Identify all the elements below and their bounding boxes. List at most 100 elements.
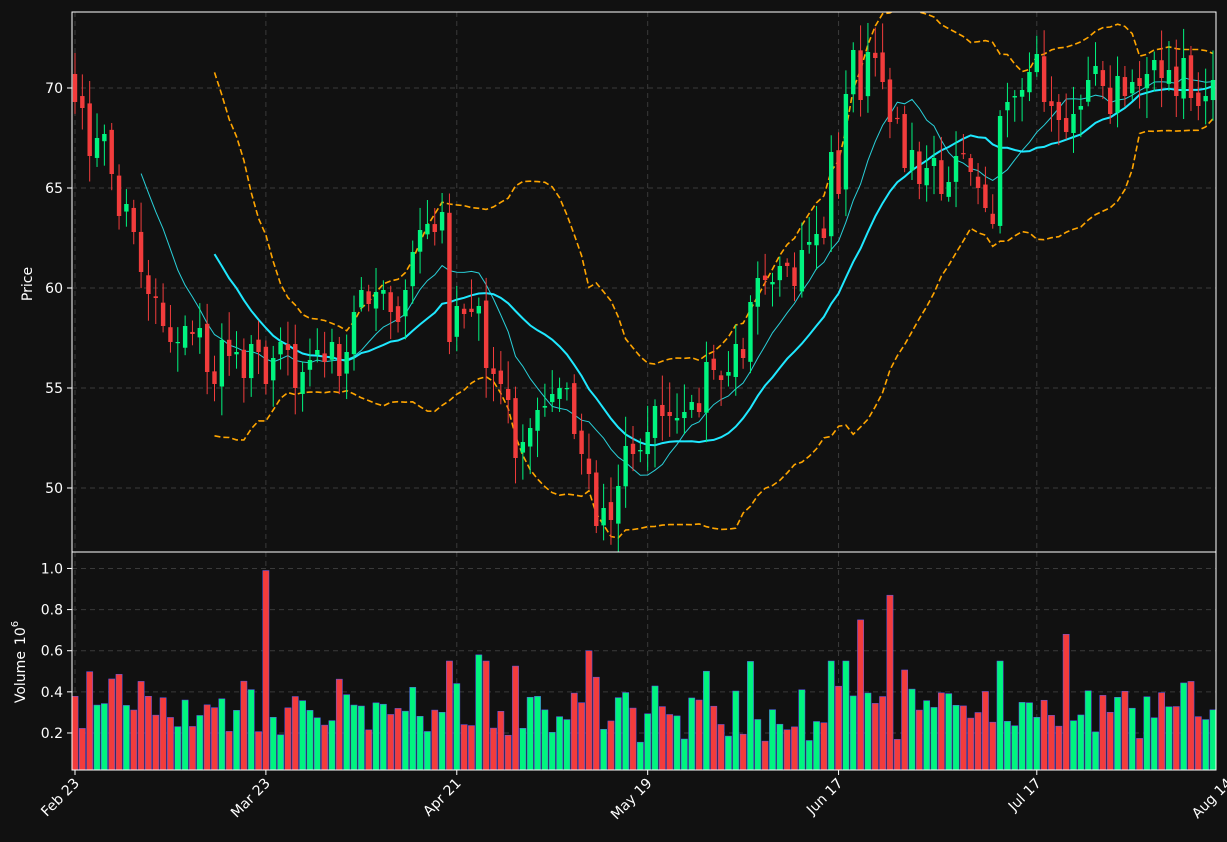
- volume-bar: [600, 728, 607, 771]
- volume-bar: [732, 690, 740, 771]
- candle-body: [1063, 118, 1069, 132]
- candle-body: [755, 278, 761, 307]
- volume-y-axis: 0.2 0.4 0.6 0.8 1.0: [41, 561, 72, 742]
- candle-body: [527, 428, 533, 447]
- candle-body: [87, 103, 92, 156]
- candle-body: [234, 352, 239, 355]
- price-series: [72, 12, 1216, 552]
- volume-bar: [725, 735, 732, 771]
- volume-bar: [614, 697, 622, 771]
- volume-bar: [578, 702, 585, 771]
- candle-body: [300, 372, 305, 394]
- candle-body: [924, 168, 929, 186]
- volume-bar: [145, 695, 152, 771]
- candle-body: [895, 117, 900, 120]
- volume-bar: [1209, 709, 1217, 771]
- volume-bar: [167, 717, 174, 771]
- volume-bar: [137, 681, 145, 771]
- volume-bar: [908, 688, 916, 771]
- candle-body: [72, 74, 78, 102]
- volume-bar: [416, 716, 424, 771]
- volume-bar: [1077, 714, 1085, 771]
- volume-bar: [225, 731, 233, 771]
- candle-body: [454, 306, 459, 337]
- candle-body: [917, 151, 922, 184]
- volume-bar: [548, 732, 556, 771]
- candle-body: [315, 350, 320, 355]
- candle-body: [1174, 66, 1179, 96]
- volume-bar: [688, 697, 696, 771]
- candle-body: [344, 352, 349, 374]
- volume-bar: [247, 689, 255, 771]
- candle-body: [1188, 55, 1194, 98]
- candle-body: [249, 344, 254, 379]
- volume-bar: [681, 738, 688, 771]
- volume-bar: [468, 725, 475, 771]
- volume-bar: [937, 692, 945, 771]
- volume-bar: [1026, 702, 1033, 771]
- candle-body: [535, 410, 540, 431]
- candle-body: [939, 160, 944, 194]
- volume-bar: [1070, 720, 1077, 771]
- volume-bar: [174, 726, 182, 771]
- candle-body: [740, 349, 746, 358]
- volume-bar: [673, 715, 681, 771]
- volume-bar: [1084, 690, 1092, 771]
- volume-bar: [387, 714, 395, 771]
- candle-body: [557, 388, 562, 399]
- candle-body: [1049, 101, 1054, 106]
- volume-bar: [123, 705, 130, 771]
- candle-body: [359, 290, 364, 308]
- candle-body: [351, 312, 357, 355]
- candle-body: [483, 300, 489, 368]
- volume-bar: [893, 739, 901, 771]
- volume-bar: [901, 669, 909, 771]
- candle-body: [505, 388, 511, 400]
- candle-body: [1196, 92, 1201, 106]
- candle-body: [263, 346, 269, 384]
- volume-bar: [196, 715, 204, 771]
- candle-body: [1166, 70, 1172, 84]
- candle-body: [153, 296, 158, 298]
- candle-body: [704, 362, 709, 413]
- candle-body: [1152, 60, 1157, 71]
- volume-bar: [541, 709, 549, 771]
- volume-bar: [306, 710, 314, 771]
- candle-body: [476, 306, 482, 314]
- volume-bar: [100, 703, 108, 771]
- volume-bar: [203, 704, 211, 771]
- volume-bar: [240, 680, 248, 771]
- volume-bar: [563, 719, 571, 771]
- volume-tick-label: 1.0: [41, 561, 63, 577]
- candle-body: [1005, 102, 1010, 111]
- volume-bar: [431, 709, 439, 771]
- candle-body: [1056, 101, 1062, 120]
- candle-body: [204, 323, 210, 372]
- price-tick-label: 55: [45, 381, 63, 397]
- volume-bar: [402, 710, 409, 771]
- volume-bar: [1062, 634, 1070, 771]
- candle-body: [1041, 56, 1047, 102]
- volume-bar: [1048, 715, 1055, 771]
- volume-bar: [482, 660, 490, 771]
- candle-body: [1078, 106, 1084, 110]
- candle-body: [329, 342, 335, 360]
- candle-body: [674, 418, 680, 421]
- candle-body: [1012, 96, 1017, 98]
- volume-bar: [313, 717, 321, 771]
- volume-bar: [504, 734, 512, 771]
- candle-body: [1122, 77, 1128, 96]
- volume-axis-label: Volume 106: [10, 621, 29, 703]
- candle-body: [829, 152, 834, 237]
- candle-body: [469, 308, 474, 312]
- volume-bar: [534, 696, 541, 771]
- volume-bar: [651, 685, 659, 771]
- volume-bar: [526, 696, 534, 771]
- volume-bar: [996, 660, 1004, 771]
- volume-bar: [284, 707, 292, 771]
- candle-body: [226, 339, 232, 356]
- volume-bar: [115, 674, 123, 771]
- candle-body: [946, 182, 951, 197]
- volume-bar: [1194, 716, 1202, 771]
- volume-bar: [1055, 725, 1063, 771]
